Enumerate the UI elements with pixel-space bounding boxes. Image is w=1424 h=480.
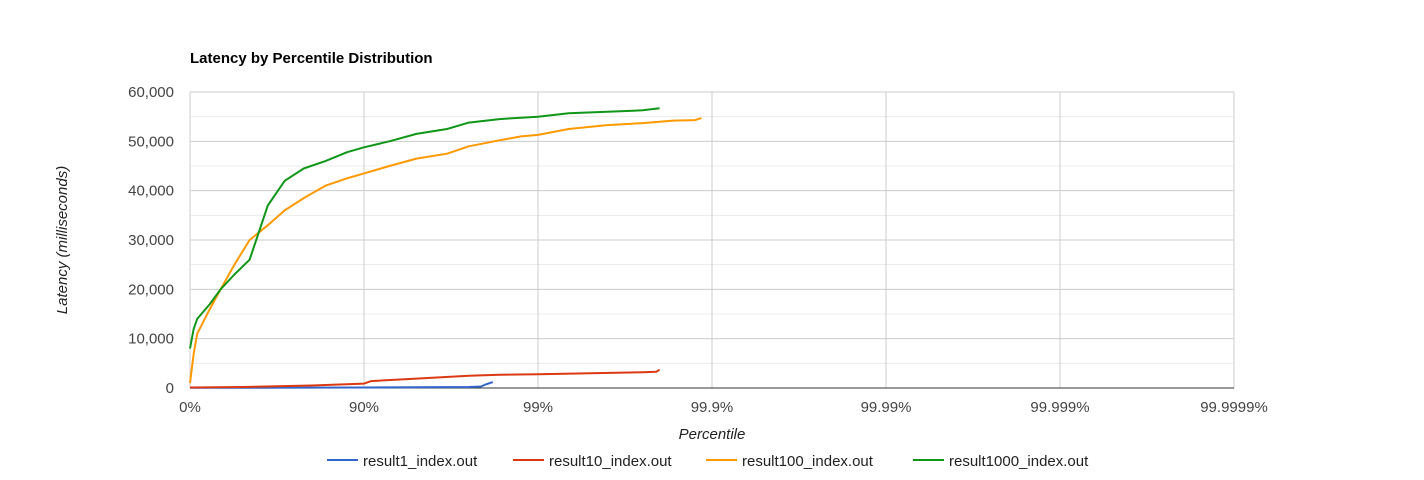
x-tick-label: 90% xyxy=(349,399,379,416)
series-line-result10-index-out xyxy=(189,368,661,389)
series-line-result1000-index-out xyxy=(189,107,660,349)
grid xyxy=(189,91,1235,389)
x-tick-labels: 0% 90% 99% 99.9% 99.99% 99.999% 99.9999% xyxy=(179,399,1268,416)
y-tick-label: 10,000 xyxy=(128,331,174,348)
legend-label: result1_index.out xyxy=(363,453,478,470)
legend: result1_index.out result10_index.out resul… xyxy=(327,453,1089,470)
legend-label: result1000_index.out xyxy=(949,453,1089,470)
y-tick-labels: 0 10,000 20,000 30,000 40,000 50,000 60,000 xyxy=(128,84,174,397)
legend-label: result10_index.out xyxy=(549,453,672,470)
legend-label: result100_index.out xyxy=(742,453,874,470)
series-line-result100-index-out xyxy=(189,117,702,384)
series-line-result1-index-out xyxy=(189,381,494,389)
y-tick-label: 40,000 xyxy=(128,183,174,200)
x-tick-label: 99.999% xyxy=(1030,399,1089,416)
y-axis-title: Latency (milliseconds) xyxy=(54,166,71,314)
x-tick-label: 99.99% xyxy=(861,399,912,416)
y-tick-label: 30,000 xyxy=(128,232,174,249)
series-group xyxy=(189,107,702,389)
y-tick-label: 50,000 xyxy=(128,133,174,150)
chart-title: Latency by Percentile Distribution xyxy=(190,50,433,67)
y-tick-label: 60,000 xyxy=(128,84,174,101)
x-tick-label: 99% xyxy=(523,399,553,416)
x-tick-label: 99.9% xyxy=(691,399,734,416)
x-tick-label: 99.9999% xyxy=(1200,399,1268,416)
x-axis-title: Percentile xyxy=(679,426,746,443)
x-tick-label: 0% xyxy=(179,399,201,416)
y-tick-label: 20,000 xyxy=(128,281,174,298)
y-tick-label: 0 xyxy=(166,380,174,397)
